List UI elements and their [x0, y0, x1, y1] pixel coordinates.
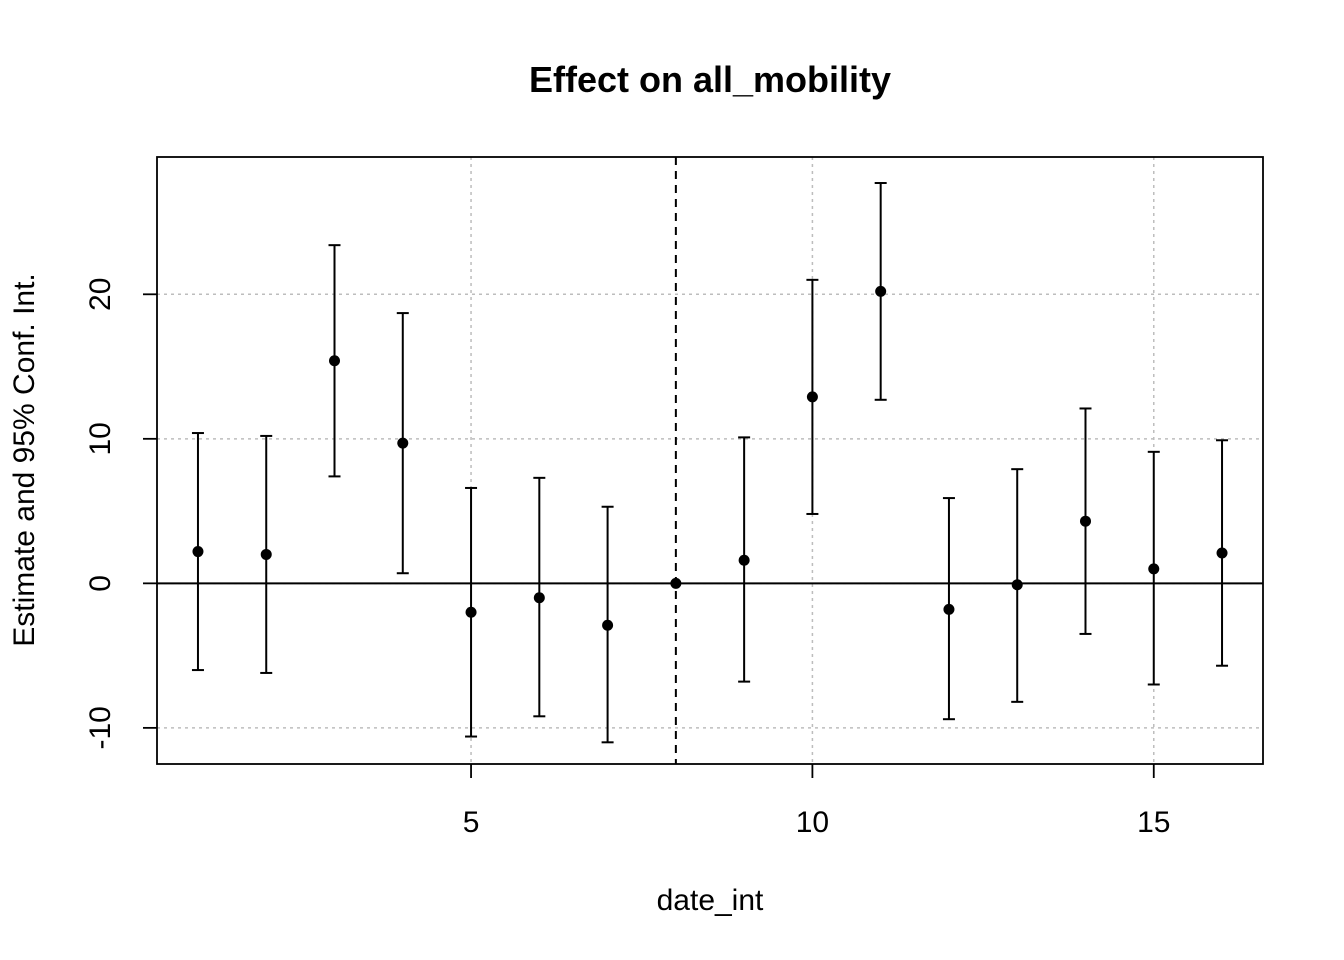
plot-frame	[156, 156, 1264, 765]
y-tick-label: 20	[84, 278, 117, 311]
estimate-point	[260, 548, 272, 560]
x-axis-label: date_int	[657, 884, 764, 917]
estimate-point	[1011, 579, 1023, 591]
estimates	[191, 182, 1229, 744]
estimate-point	[602, 619, 614, 631]
x-tick-label: 5	[463, 806, 480, 839]
estimate-point	[192, 546, 204, 558]
reference-lines	[157, 157, 1263, 764]
estimate-point	[943, 603, 955, 615]
grid-lines	[157, 157, 1263, 764]
estimate-point	[806, 391, 818, 403]
estimate-point	[875, 285, 887, 297]
y-tick-label: 0	[84, 575, 117, 592]
estimate-point	[1079, 515, 1091, 527]
estimate-point	[397, 437, 409, 449]
x-tick-label: 15	[1137, 806, 1170, 839]
estimate-point	[670, 577, 682, 589]
chart-title: Effect on all_mobility	[529, 59, 891, 100]
estimate-point	[738, 554, 750, 566]
estimate-point	[329, 355, 341, 367]
estimate-point	[1216, 547, 1228, 559]
x-tick-label: 10	[796, 806, 829, 839]
estimate-point	[465, 606, 477, 618]
y-tick-label: 10	[84, 422, 117, 455]
estimate-point	[533, 592, 545, 604]
axis-ticks: 5 10 15 -10 0 10 20	[84, 278, 1170, 839]
y-axis-label: Estimate and 95% Conf. Int.	[8, 273, 41, 647]
y-tick-label: -10	[84, 706, 117, 749]
estimate-point	[1148, 563, 1160, 575]
